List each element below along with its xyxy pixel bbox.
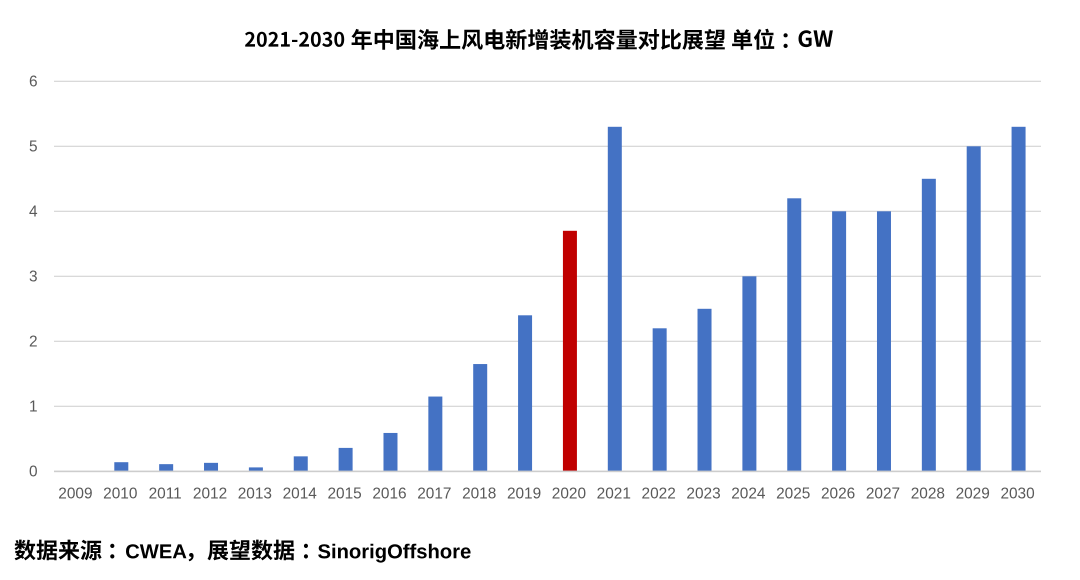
svg-text:2009: 2009	[58, 486, 92, 503]
svg-text:2019: 2019	[507, 486, 541, 503]
svg-text:2015: 2015	[327, 486, 361, 503]
svg-text:2012: 2012	[193, 486, 227, 503]
svg-text:2029: 2029	[956, 486, 990, 503]
svg-text:2: 2	[29, 334, 38, 351]
svg-text:2010: 2010	[103, 486, 137, 503]
svg-text:2018: 2018	[462, 486, 496, 503]
svg-text:6: 6	[29, 74, 38, 91]
svg-text:2021: 2021	[597, 486, 631, 503]
svg-text:0: 0	[29, 464, 38, 481]
svg-text:4: 4	[29, 204, 38, 221]
svg-text:2026: 2026	[821, 486, 855, 503]
svg-text:2016: 2016	[372, 486, 406, 503]
svg-text:2017: 2017	[417, 486, 451, 503]
svg-text:2028: 2028	[911, 486, 945, 503]
svg-text:2014: 2014	[283, 486, 318, 503]
svg-text:5: 5	[29, 139, 38, 156]
svg-text:2025: 2025	[776, 486, 810, 503]
svg-text:1: 1	[29, 399, 38, 416]
svg-text:2013: 2013	[238, 486, 272, 503]
svg-text:2024: 2024	[731, 486, 766, 503]
svg-text:2011: 2011	[149, 486, 182, 503]
svg-text:2023: 2023	[686, 486, 720, 503]
svg-text:2022: 2022	[642, 486, 676, 503]
svg-text:2030: 2030	[1000, 486, 1034, 503]
svg-text:3: 3	[29, 269, 38, 286]
svg-text:2020: 2020	[552, 486, 586, 503]
svg-text:2027: 2027	[866, 486, 900, 503]
